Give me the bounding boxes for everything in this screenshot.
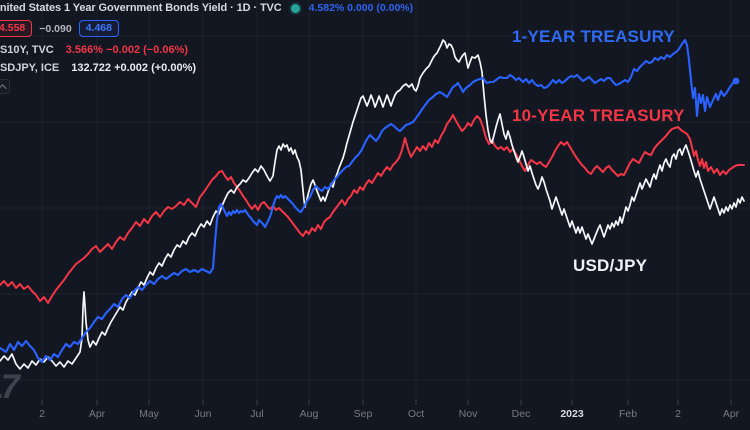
- annotation-10-year-treasury[interactable]: 10-YEAR TREASURY: [512, 106, 685, 125]
- grid-lines: [0, 0, 750, 400]
- main-symbol-row[interactable]: United States 1 Year Government Bonds Yi…: [0, 2, 413, 14]
- x-axis-label: Nov: [458, 408, 478, 420]
- last-price-marker-us01y: [732, 77, 740, 85]
- x-axis-label: Jul: [250, 408, 264, 420]
- x-axis-label: 2: [39, 408, 45, 420]
- symbol-quote: 132.722 +0.002 (+0.00%): [71, 62, 197, 74]
- bid-ask-row: 4.558 −0.090 4.468: [0, 20, 119, 37]
- x-axis-label: May: [139, 408, 159, 420]
- x-axis-label: Feb: [618, 408, 638, 420]
- x-axis-label: Dec: [511, 408, 531, 420]
- x-axis-label: Aug: [299, 408, 319, 420]
- x-axis-label: Sep: [353, 408, 373, 420]
- compare-symbol-row-usdjpy[interactable]: USDJPY, ICE 132.722 +0.002 (+0.00%): [0, 62, 196, 74]
- x-axis-label: Jun: [194, 408, 212, 420]
- spread-value: −0.090: [39, 22, 72, 35]
- series-line-us10y[interactable]: [0, 114, 745, 304]
- tradingview-logo-watermark: 17: [0, 368, 20, 406]
- main-symbol-quote: 4.582% 0.000 (0.00%): [308, 2, 414, 14]
- annotation-usdjpy[interactable]: USD/JPY: [573, 256, 648, 275]
- compare-symbol-row-us10y[interactable]: US10Y, TVC 3.566% −0.002 (−0.06%): [0, 44, 188, 56]
- x-axis-label: 2: [675, 408, 681, 420]
- ask-price-badge[interactable]: 4.468: [78, 20, 119, 37]
- market-status-dot-icon: [290, 3, 300, 13]
- x-axis-label: Oct: [407, 408, 425, 420]
- symbol-title: United States 1 Year Government Bonds Yi…: [0, 2, 282, 14]
- symbol-name: USDJPY, ICE: [0, 62, 60, 74]
- axis-ticks: [41, 400, 732, 405]
- symbol-quote: 3.566% −0.002 (−0.06%): [65, 44, 189, 56]
- x-axis-label: Apr: [722, 408, 740, 420]
- annotation-1-year-treasury[interactable]: 1-YEAR TREASURY: [512, 27, 675, 46]
- time-axis[interactable]: 2 Apr May Jun Jul Aug Sep Oct Nov Dec 2023 Feb 2 Apr: [0, 404, 750, 430]
- series-line-us01y[interactable]: [0, 38, 738, 364]
- x-axis-label: Apr: [88, 408, 106, 420]
- bid-price-badge[interactable]: 4.558: [0, 20, 33, 37]
- chevron-up-icon: [0, 83, 7, 93]
- symbol-name: US10Y, TVC: [0, 44, 54, 56]
- series-line-usdjpy[interactable]: [0, 39, 745, 370]
- x-axis-label: 2023: [560, 408, 584, 420]
- legend-collapse-button[interactable]: [0, 79, 10, 94]
